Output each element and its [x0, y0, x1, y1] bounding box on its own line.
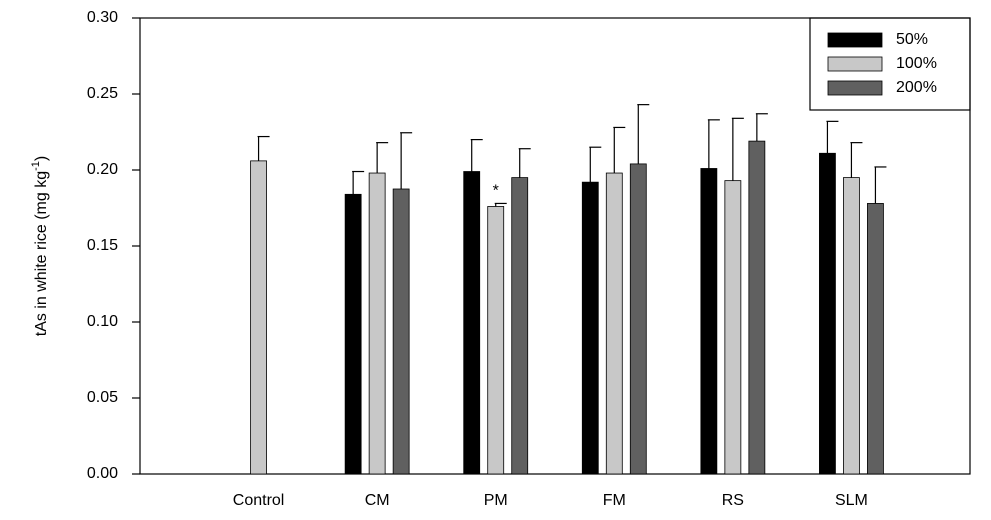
bar: [250, 160, 267, 475]
legend-label: 200%: [896, 79, 937, 96]
error-bar: [518, 148, 531, 178]
error-bar: [874, 166, 887, 204]
x-tick-label: Control: [233, 492, 285, 509]
bar: [629, 163, 647, 475]
bar: [392, 188, 410, 475]
y-axis-label-sup: -1: [30, 161, 42, 171]
x-tick-label: CM: [365, 492, 390, 509]
error-bar: [731, 117, 744, 181]
y-tick-label: 0.30: [87, 9, 118, 26]
error-bar: [707, 119, 720, 169]
y-tick-label: 0.10: [87, 313, 118, 330]
error-bar: [755, 113, 768, 142]
y-tick-label: 0.25: [87, 85, 118, 102]
x-tick-label: PM: [484, 492, 508, 509]
legend-label: 50%: [896, 31, 928, 48]
bar: [344, 193, 362, 475]
bar: [487, 206, 505, 475]
error-bar: [352, 170, 365, 195]
bar: [463, 171, 481, 475]
y-axis-label: tAs in white rice (mg kg-1): [30, 156, 50, 337]
error-bar: [257, 135, 270, 161]
error-bar: [470, 139, 483, 172]
error-bar: [613, 126, 626, 174]
error-bar: [826, 120, 839, 154]
x-tick-label: RS: [722, 492, 744, 509]
bar: [511, 177, 529, 475]
x-tick-label: SLM: [835, 492, 868, 509]
error-bar: [376, 142, 389, 174]
bar: [867, 203, 884, 475]
bar: [368, 172, 386, 475]
error-bar: [400, 132, 413, 189]
y-tick-label: 0.15: [87, 237, 118, 254]
legend-swatch: [827, 56, 883, 72]
error-bar: [850, 142, 863, 178]
y-tick-label: 0.00: [87, 465, 118, 482]
error-bar: [637, 104, 650, 164]
y-tick-label: 0.20: [87, 161, 118, 178]
y-axis-label-suffix: ): [33, 156, 50, 161]
legend-box: [809, 17, 971, 111]
bar: [748, 140, 766, 475]
legend-label: 100%: [896, 55, 937, 72]
bar: [605, 172, 623, 475]
bar: [724, 180, 742, 475]
bar: [843, 177, 860, 475]
bar: [581, 181, 599, 475]
error-bar: [494, 202, 507, 207]
y-tick-label: 0.05: [87, 389, 118, 406]
y-axis-label-text: tAs in white rice (mg kg: [33, 171, 50, 336]
legend-swatch: [827, 80, 883, 96]
annotation: *: [493, 183, 499, 200]
x-tick-label: FM: [603, 492, 626, 509]
error-bar: [589, 146, 602, 183]
bar: [819, 152, 836, 475]
legend-swatch: [827, 32, 883, 48]
bar: [700, 168, 718, 475]
